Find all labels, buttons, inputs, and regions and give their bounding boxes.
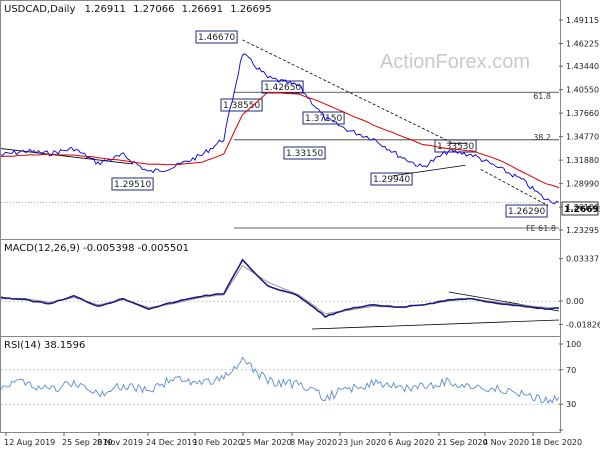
x-axis-label: 18 Dec 2020	[531, 438, 582, 447]
trendline	[480, 168, 549, 206]
x-axis-label: 21 Sep 2020	[437, 438, 488, 447]
price-tick-label: 1.28990	[566, 180, 599, 189]
macd-panel	[0, 239, 561, 337]
x-axis-label: 25 Mar 2020	[241, 438, 292, 447]
annotation-1-33150: 1.33150	[283, 146, 326, 160]
price-tick-label: 1.46225	[566, 39, 599, 48]
price-tick-label: 1.49115	[566, 16, 599, 25]
x-axis-label: 10 Feb 2020	[193, 438, 243, 447]
ohlc-low: 1.26691	[182, 4, 223, 15]
x-axis-label: 25 Sep 2019	[62, 438, 113, 447]
annotation-1-26290: 1.26290	[505, 204, 548, 218]
annotation-1-38550: 1.38550	[220, 98, 263, 112]
rsi-tick-label: 30	[566, 400, 576, 409]
fib-382-label: 38.2	[533, 133, 551, 142]
ohlc-high: 1.27066	[133, 4, 174, 15]
rsi-tick-label: 70	[566, 366, 576, 375]
x-axis-label: 12 Aug 2019	[4, 438, 55, 447]
annotation-1-46670: 1.46670	[195, 30, 238, 44]
annotation-text: 1.29510	[114, 180, 151, 190]
price-line	[1, 53, 560, 205]
watermark: ActionForex.com	[380, 51, 530, 73]
current-price-marker: 1.26695	[561, 201, 600, 216]
annotation-1-29510: 1.29510	[111, 177, 154, 191]
x-axis-label: 8 May 2020	[290, 438, 337, 447]
ohlc-open: 1.26911	[85, 4, 126, 15]
annotation-text: 1.33150	[286, 149, 323, 159]
annotation-text: 1.46670	[198, 33, 235, 43]
trendline	[392, 164, 466, 177]
annotation-text: 1.38550	[223, 101, 260, 111]
symbol-title: USDCAD,Daily	[4, 4, 75, 15]
series-lines	[0, 53, 560, 405]
x-axis-label: 23 Jun 2020	[338, 438, 386, 447]
axis-ticks: 1.49115 1.46225 1.43440 1.40550 1.37660 1.347…	[559, 16, 600, 431]
macd-title: MACD(12,26,9) -0.005398 -0.005501	[4, 243, 189, 254]
x-axis-label: 24 Dec 2019	[146, 438, 197, 447]
annotation-1-29940: 1.29940	[370, 172, 413, 186]
annotation-text: 1.37150	[305, 114, 342, 124]
macd-trendline	[311, 319, 560, 330]
price-tick-label: 1.40550	[566, 86, 599, 95]
annotation-1-37150: 1.37150	[302, 111, 345, 125]
macd-tick-label: 0.03337	[566, 255, 599, 264]
fib-618-label: 61.8	[533, 92, 551, 101]
price-tick-label: 1.34770	[566, 133, 599, 142]
price-tick-label: 1.23295	[566, 226, 599, 235]
price-tick-label: 1.26100	[566, 203, 599, 212]
annotation-text: 1.42650	[264, 83, 301, 93]
annotation-text: 1.33530	[437, 142, 474, 152]
price-tick-label: 1.37660	[566, 109, 599, 118]
fe-618-label: FE 61.8	[526, 224, 556, 233]
reference-lines	[0, 39, 560, 405]
rsi-title: RSI(14) 38.1596	[4, 340, 85, 351]
macd-tick-label: 0.00	[566, 297, 584, 306]
price-tick-label: 1.31880	[566, 156, 599, 165]
x-axis-label: 8 Nov 2019	[97, 438, 143, 447]
price-tick-label: 1.43440	[566, 62, 599, 71]
ohlc-close: 1.26695	[230, 4, 271, 15]
annotation-text: 1.29940	[373, 175, 410, 185]
annotation-1-42650: 1.42650	[261, 80, 304, 94]
rsi-panel	[0, 336, 561, 433]
annotation-text: 1.26290	[508, 207, 545, 217]
macd-line	[0, 258, 560, 318]
trendline	[0, 148, 134, 165]
trendline	[242, 39, 454, 144]
price-title: USDCAD,Daily 1.26911 1.27066 1.26691 1.2…	[4, 4, 272, 15]
price-panel	[0, 0, 561, 240]
macd-tick-label: -0.018262	[566, 320, 600, 329]
rsi-line	[0, 356, 560, 405]
moving-average-line	[0, 91, 560, 189]
current-price-label: 1.26695	[564, 205, 600, 215]
x-axis-label: 6 Aug 2020	[388, 438, 434, 447]
x-axis-label: 4 Nov 2020	[483, 438, 529, 447]
rsi-tick-label: 100	[566, 340, 581, 349]
